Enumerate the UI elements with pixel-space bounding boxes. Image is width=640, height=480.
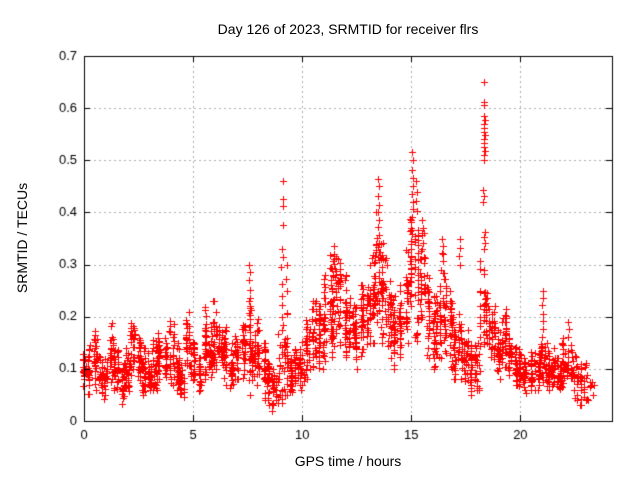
- chart-title: Day 126 of 2023, SRMTID for receiver flr…: [217, 21, 479, 37]
- y-axis-label: SRMTID / TECUs: [14, 182, 30, 294]
- x-axis-label: GPS time / hours: [294, 453, 402, 469]
